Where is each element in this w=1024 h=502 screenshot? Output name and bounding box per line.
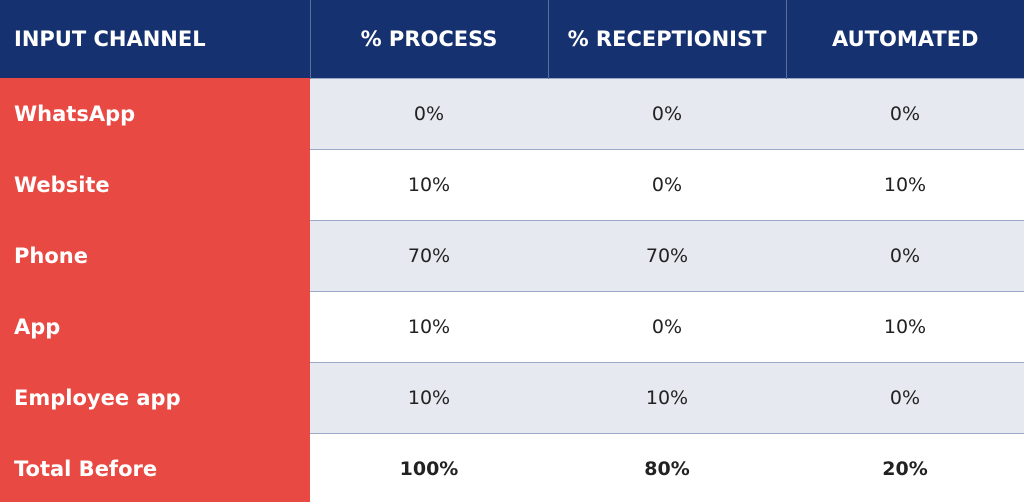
header-cell: % PROCESS <box>309 0 548 79</box>
cell: 10% <box>548 362 786 434</box>
row-label: Employee app <box>0 362 310 434</box>
table-row: Website 10% 0% 10% <box>0 149 1024 221</box>
cell: 10% <box>310 291 548 363</box>
cell: 20% <box>786 433 1024 502</box>
cell: 10% <box>310 149 548 221</box>
cell: 0% <box>548 78 786 150</box>
cell: 0% <box>786 78 1024 150</box>
cell: 70% <box>310 220 548 292</box>
cell: 0% <box>310 78 548 150</box>
row-label: Total Before <box>0 433 310 502</box>
table-row: WhatsApp 0% 0% 0% <box>0 78 1024 150</box>
cell: 10% <box>786 291 1024 363</box>
header-row: INPUT CHANNEL% PROCESS% RECEPTIONIST AUTO… <box>0 0 1024 79</box>
header-cell: AUTOMATED <box>785 0 1024 79</box>
cell: 0% <box>548 149 786 221</box>
cell: 0% <box>786 220 1024 292</box>
cell: 80% <box>548 433 786 502</box>
cell: 10% <box>786 149 1024 221</box>
header-cell: INPUT CHANNEL <box>0 0 310 79</box>
row-label: Phone <box>0 220 310 292</box>
table-row: Total Before 100% 80% 20% <box>0 433 1024 502</box>
header-cell: % RECEPTIONIST <box>547 0 786 79</box>
row-label: App <box>0 291 310 363</box>
cell: 10% <box>310 362 548 434</box>
table-row: Employee app 10% 10% 0% <box>0 362 1024 434</box>
cell: 100% <box>310 433 548 502</box>
table-row: App 10% 0% 10% <box>0 291 1024 363</box>
cell: 0% <box>786 362 1024 434</box>
row-label: Website <box>0 149 310 221</box>
cell: 70% <box>548 220 786 292</box>
row-label: WhatsApp <box>0 78 310 150</box>
cell: 0% <box>548 291 786 363</box>
table-row: Phone 70% 70% 0% <box>0 220 1024 292</box>
